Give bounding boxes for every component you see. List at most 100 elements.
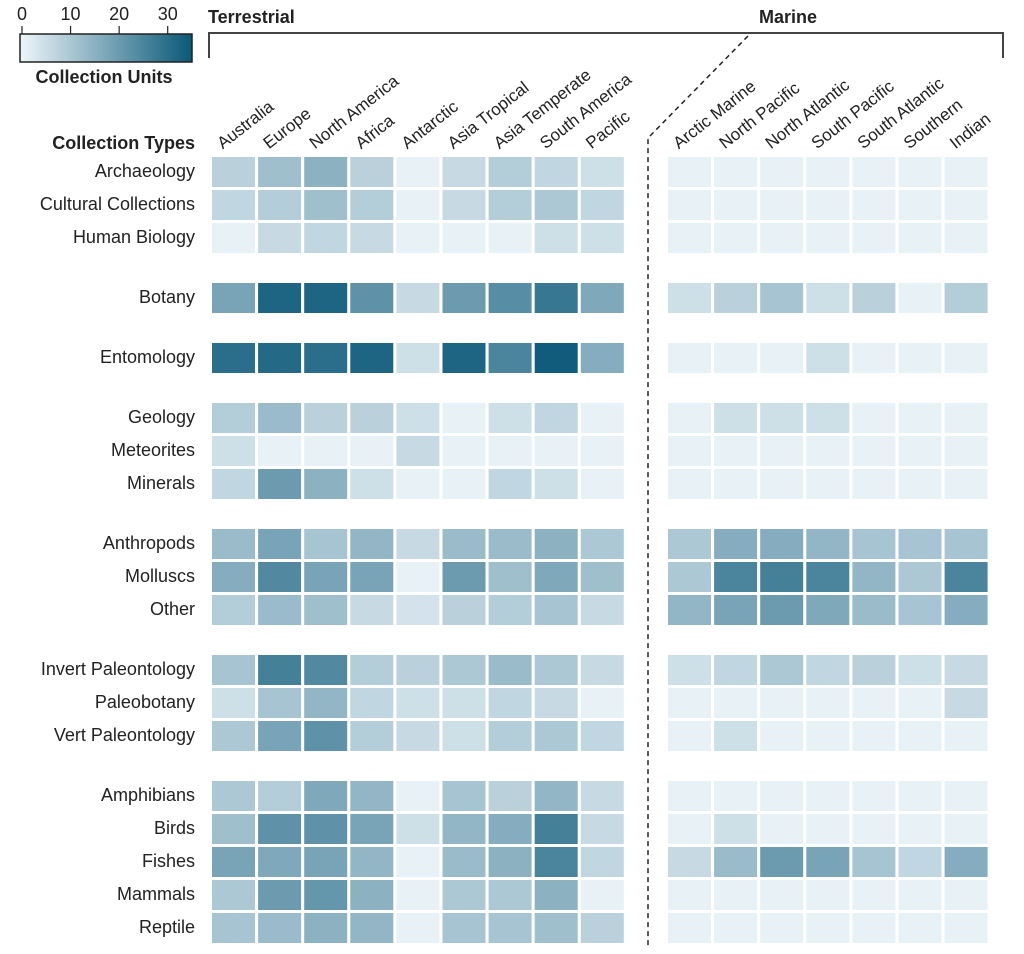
- heat-cell: [396, 781, 440, 811]
- heat-cell: [396, 436, 440, 466]
- heat-cell: [488, 562, 532, 592]
- heat-cell: [852, 847, 896, 877]
- heat-cell: [304, 688, 348, 718]
- heat-cell: [806, 529, 850, 559]
- heat-cell: [760, 913, 804, 943]
- heat-cell: [350, 403, 394, 433]
- heat-cell: [898, 469, 942, 499]
- heat-cell: [806, 283, 850, 313]
- y-tick-label: Other: [150, 599, 195, 619]
- heat-cell: [944, 847, 988, 877]
- heat-cell: [668, 223, 711, 253]
- group-label: Marine: [759, 7, 817, 27]
- heat-cell: [258, 781, 302, 811]
- heat-cell: [668, 190, 711, 220]
- y-tick-label: Entomology: [100, 347, 195, 367]
- heat-cell: [258, 436, 302, 466]
- heat-cell: [534, 223, 578, 253]
- heat-cell: [442, 529, 486, 559]
- heat-cell: [396, 655, 440, 685]
- heat-cell: [488, 913, 532, 943]
- heat-cell: [898, 814, 942, 844]
- heat-cell: [212, 913, 255, 943]
- heat-cell: [534, 595, 578, 625]
- heat-cell: [668, 469, 711, 499]
- heat-cell: [760, 190, 804, 220]
- heat-cell: [488, 283, 532, 313]
- heat-cell: [258, 343, 302, 373]
- heat-cell: [396, 880, 440, 910]
- heat-cell: [714, 436, 758, 466]
- heat-cell: [534, 469, 578, 499]
- heat-cell: [760, 157, 804, 187]
- heat-cell: [806, 688, 850, 718]
- heat-cell: [258, 403, 302, 433]
- heat-cell: [488, 688, 532, 718]
- heat-cell: [580, 436, 624, 466]
- heat-cell: [760, 781, 804, 811]
- heat-cell: [668, 880, 711, 910]
- heat-cell: [442, 190, 486, 220]
- heat-cell: [442, 223, 486, 253]
- heat-cell: [898, 913, 942, 943]
- y-tick-label: Archaeology: [95, 161, 195, 181]
- heat-cell: [580, 721, 624, 751]
- heat-cell: [396, 529, 440, 559]
- y-tick-label: Mammals: [117, 884, 195, 904]
- heat-cell: [944, 343, 988, 373]
- heat-cell: [852, 469, 896, 499]
- heat-cell: [714, 562, 758, 592]
- heat-cell: [396, 223, 440, 253]
- heat-cell: [580, 814, 624, 844]
- heat-cell: [944, 688, 988, 718]
- heat-cell: [442, 814, 486, 844]
- heat-cell: [258, 529, 302, 559]
- heat-cell: [258, 190, 302, 220]
- heat-cell: [350, 688, 394, 718]
- heat-cell: [258, 880, 302, 910]
- heat-cell: [212, 469, 255, 499]
- heat-cell: [580, 529, 624, 559]
- y-tick-label: Invert Paleontology: [41, 659, 195, 679]
- heat-cell: [760, 223, 804, 253]
- divider: [647, 35, 749, 946]
- y-tick-label: Vert Paleontology: [54, 725, 195, 745]
- heat-cell: [852, 814, 896, 844]
- heat-cell: [488, 190, 532, 220]
- heat-cell: [714, 781, 758, 811]
- heat-cell: [258, 814, 302, 844]
- colorbar-title: Collection Units: [35, 67, 172, 87]
- heat-cell: [534, 688, 578, 718]
- heat-cell: [258, 223, 302, 253]
- heat-cell: [714, 343, 758, 373]
- heat-cell: [714, 655, 758, 685]
- heat-cell: [258, 157, 302, 187]
- heat-cell: [396, 190, 440, 220]
- heat-cell: [212, 847, 255, 877]
- heat-cell: [944, 283, 988, 313]
- heat-cell: [442, 655, 486, 685]
- heat-cell: [898, 595, 942, 625]
- heat-cell: [898, 343, 942, 373]
- heat-cell: [806, 190, 850, 220]
- heat-cell: [714, 688, 758, 718]
- heat-cell: [580, 190, 624, 220]
- heat-cell: [534, 562, 578, 592]
- heat-cell: [898, 847, 942, 877]
- heat-cell: [944, 781, 988, 811]
- heat-cell: [442, 913, 486, 943]
- heat-cell: [806, 595, 850, 625]
- heat-cell: [304, 283, 348, 313]
- heat-cell: [258, 721, 302, 751]
- colorbar-tick-label: 10: [61, 4, 81, 24]
- heat-cell: [534, 529, 578, 559]
- heat-cell: [852, 880, 896, 910]
- heat-cell: [668, 157, 711, 187]
- heat-cell: [944, 403, 988, 433]
- heat-cell: [304, 223, 348, 253]
- heat-cell: [488, 880, 532, 910]
- heat-cell: [212, 403, 255, 433]
- heat-cell: [668, 436, 711, 466]
- group-label: Terrestrial: [208, 7, 295, 27]
- heat-cell: [350, 190, 394, 220]
